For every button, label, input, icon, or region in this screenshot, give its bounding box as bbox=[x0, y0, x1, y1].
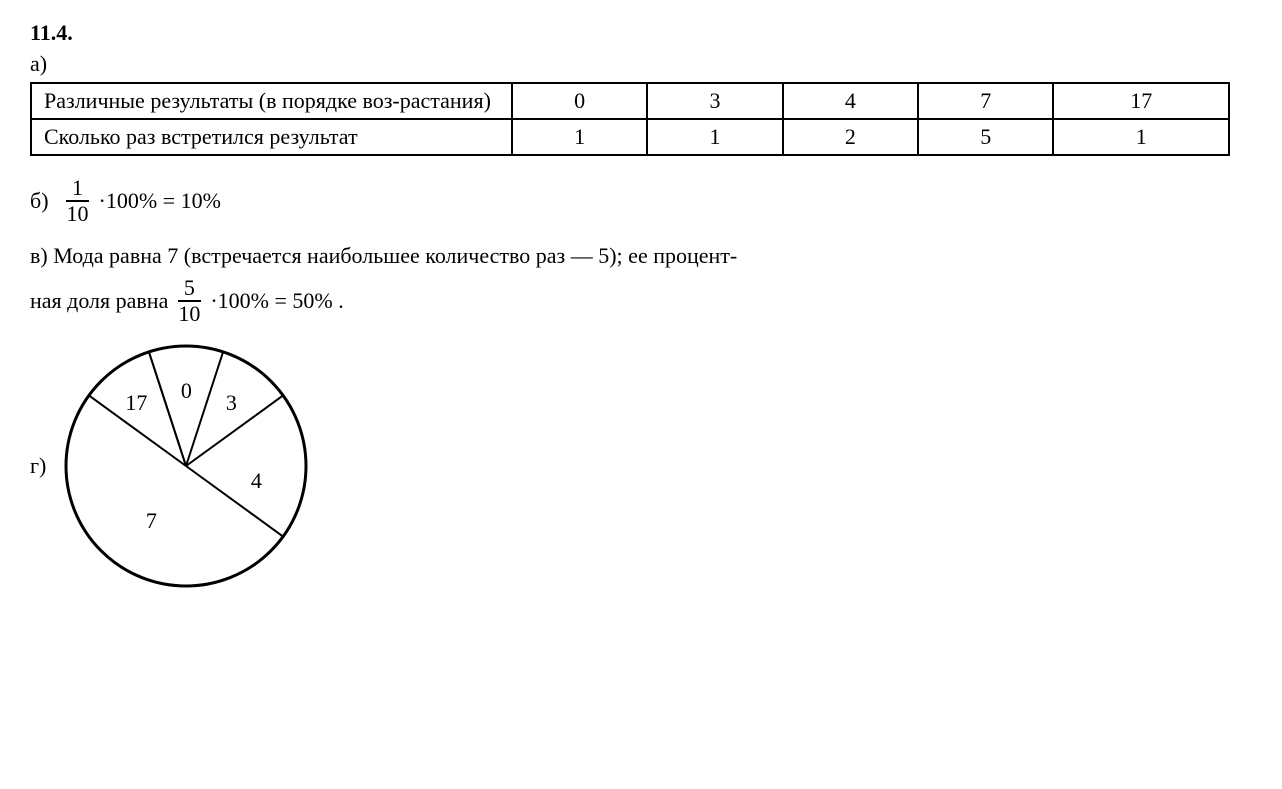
part-v-block: в) Мода равна 7 (встречается наибольшее … bbox=[30, 236, 1252, 326]
table-header-cell: Сколько раз встретился результат bbox=[31, 119, 512, 155]
pie-chart: 0 3 4 7 17 bbox=[61, 341, 311, 591]
table-row: Сколько раз встретился результат 1 1 2 5… bbox=[31, 119, 1229, 155]
table-cell: 2 bbox=[783, 119, 918, 155]
part-g-label: г) bbox=[30, 453, 46, 479]
exercise-number: 11.4. bbox=[30, 20, 1252, 46]
part-v-text1: Мода равна 7 (встречается наибольшее кол… bbox=[53, 243, 737, 268]
table-cell: 4 bbox=[783, 83, 918, 119]
part-b-line: б) 1 10 ·100% = 10% bbox=[30, 176, 1252, 226]
fraction: 5 10 bbox=[172, 276, 206, 326]
fraction-denominator: 10 bbox=[61, 202, 95, 226]
table-cell: 1 bbox=[512, 119, 647, 155]
table-cell: 5 bbox=[918, 119, 1053, 155]
part-g-row: г) 0 3 4 7 17 bbox=[30, 341, 1252, 591]
table-cell: 3 bbox=[647, 83, 782, 119]
pie-slice-label: 3 bbox=[226, 390, 237, 416]
frequency-table: Различные результаты (в порядке воз-раст… bbox=[30, 82, 1230, 156]
pie-slice-label: 17 bbox=[125, 390, 147, 416]
equation-text: ·100% = 10% bbox=[99, 188, 221, 214]
part-v-text2-suffix: ·100% = 50% . bbox=[210, 281, 343, 321]
fraction-numerator: 5 bbox=[178, 276, 201, 302]
part-v-label: в) bbox=[30, 243, 48, 268]
table-cell: 17 bbox=[1053, 83, 1229, 119]
part-b-label: б) bbox=[30, 188, 49, 214]
part-a-label: а) bbox=[30, 51, 1252, 77]
table-cell: 1 bbox=[647, 119, 782, 155]
table-cell: 0 bbox=[512, 83, 647, 119]
fraction-denominator: 10 bbox=[172, 302, 206, 326]
table-cell: 1 bbox=[1053, 119, 1229, 155]
pie-slice-label: 0 bbox=[181, 378, 192, 404]
table-header-cell: Различные результаты (в порядке воз-раст… bbox=[31, 83, 512, 119]
table-cell: 7 bbox=[918, 83, 1053, 119]
table-row: Различные результаты (в порядке воз-раст… bbox=[31, 83, 1229, 119]
pie-slice-label: 4 bbox=[251, 468, 262, 494]
fraction: 1 10 bbox=[61, 176, 95, 226]
pie-slice-label: 7 bbox=[146, 508, 157, 534]
fraction-numerator: 1 bbox=[66, 176, 89, 202]
part-v-text2-prefix: ная доля равна bbox=[30, 281, 168, 321]
